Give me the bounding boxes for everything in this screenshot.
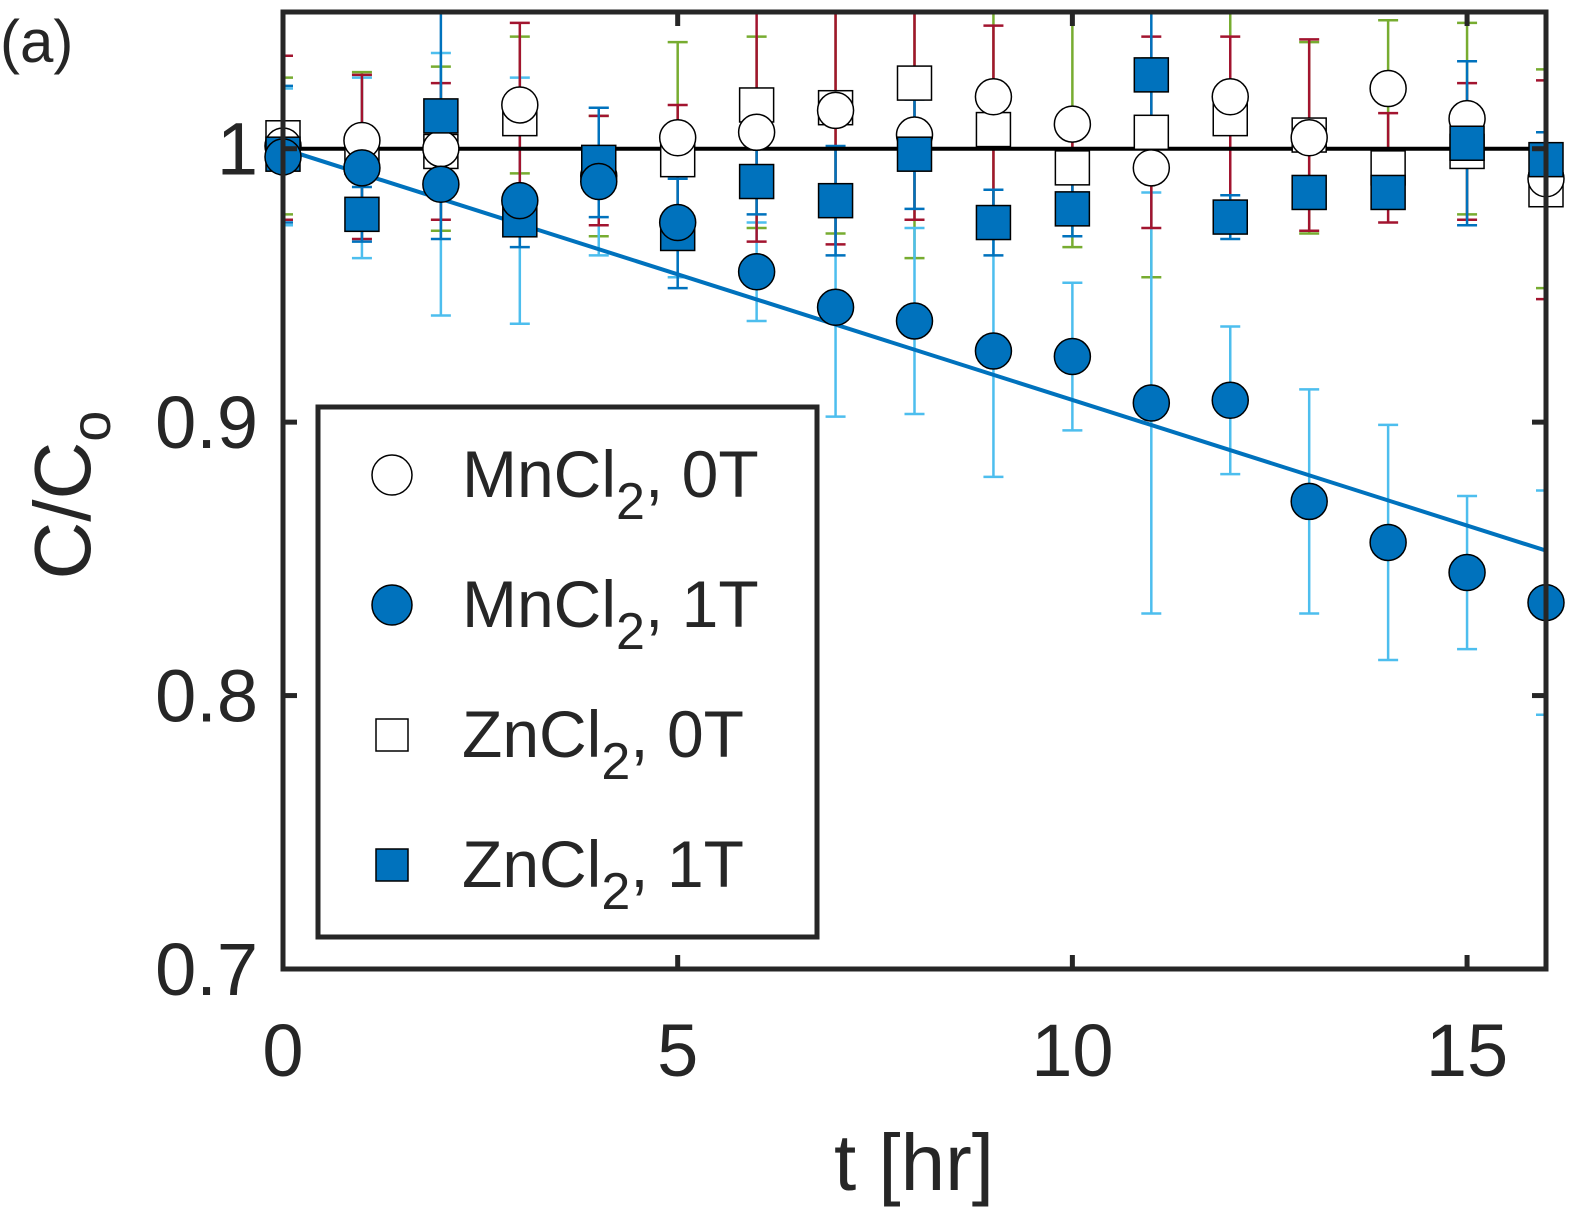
- legend-label: ZnCl2, 0T: [462, 697, 744, 791]
- legend-label: MnCl2, 1T: [462, 567, 759, 661]
- data-point-open-circle: [422, 129, 460, 168]
- legend-marker: [371, 454, 413, 496]
- data-point-filled-circle: [1053, 337, 1092, 376]
- data-point-filled-square: [817, 182, 854, 219]
- data-point-open-circle: [737, 113, 776, 152]
- y-axis-label-subscript: o: [59, 411, 122, 442]
- data-point-filled-circle: [1448, 553, 1486, 592]
- data-point-open-circle: [1290, 119, 1328, 157]
- x-tick-label: 15: [1426, 1009, 1508, 1092]
- data-point-filled-square: [1370, 174, 1406, 211]
- plot-area-frame: [280, 9, 1549, 972]
- data-point-filled-square: [975, 204, 1012, 241]
- data-point-filled-circle: [658, 203, 697, 242]
- x-tick-label: 10: [1031, 1009, 1113, 1092]
- data-point-filled-square: [738, 163, 775, 200]
- legend-label-name: ZnCl: [462, 697, 601, 771]
- y-axis-label-group: C/Co: [18, 411, 122, 580]
- legend-label-subscript: 2: [616, 603, 645, 661]
- y-axis-label: C/Co: [18, 411, 122, 580]
- legend-label-suffix: , 1T: [630, 827, 744, 901]
- legend-marker: [375, 718, 409, 752]
- x-tick-label: 0: [262, 1009, 303, 1092]
- data-point-filled-square: [896, 136, 933, 172]
- data-point-open-square: [1054, 150, 1091, 186]
- data-point-filled-square: [1449, 125, 1485, 161]
- data-point-open-square: [975, 111, 1012, 148]
- data-point-filled-square: [344, 196, 380, 233]
- data-point-open-circle: [974, 78, 1013, 116]
- y-tick-label: 0.9: [155, 381, 258, 464]
- data-point-open-circle: [1053, 105, 1092, 143]
- data-point-filled-circle: [816, 288, 855, 327]
- data-point-open-circle: [1211, 78, 1249, 116]
- legend-label-name: ZnCl: [462, 827, 601, 901]
- legend-marker: [371, 584, 413, 626]
- data-point-filled-square: [1054, 191, 1091, 227]
- data-point-filled-circle: [1369, 523, 1407, 562]
- data-point-filled-circle: [422, 165, 460, 204]
- data-point-filled-circle: [343, 149, 381, 187]
- y-tick-label: 0.8: [155, 655, 258, 738]
- data-point-filled-circle: [501, 181, 539, 220]
- fit-line: [283, 146, 1546, 553]
- data-point-filled-circle: [974, 332, 1013, 370]
- data-point-open-circle: [1132, 149, 1171, 187]
- x-axis-label: t [hr]: [834, 1118, 994, 1207]
- axis-ticks: [280, 12, 1546, 972]
- data-point-filled-circle: [1132, 384, 1171, 422]
- legend-label-name: MnCl: [462, 437, 616, 511]
- legend-label-subscript: 2: [601, 733, 630, 791]
- legend-label-subscript: 2: [616, 473, 645, 531]
- y-tick-label: 0.7: [155, 928, 258, 1011]
- legend-label: MnCl2, 0T: [462, 437, 759, 531]
- data-point-open-square: [896, 65, 933, 101]
- data-point-open-circle: [1369, 69, 1407, 108]
- y-tick-label: 1: [217, 108, 258, 191]
- legend-label-name: MnCl: [462, 567, 616, 641]
- data-point-filled-square: [1212, 199, 1248, 235]
- data-point-filled-circle: [1211, 381, 1249, 420]
- panel-label: (a): [0, 8, 73, 75]
- legend-label-suffix: , 1T: [645, 567, 759, 641]
- data-point-filled-circle: [580, 162, 618, 201]
- data-point-filled-square: [423, 98, 459, 134]
- tick-labels: 0 5 10 15 0.7 0.8 0.9 1: [155, 108, 1508, 1092]
- legend-label-subscript: 2: [601, 863, 630, 921]
- data-point-filled-square: [1133, 57, 1170, 93]
- data-point-filled-circle: [1290, 482, 1328, 521]
- data-point-open-square: [1133, 114, 1170, 151]
- data-point-open-circle: [501, 86, 539, 124]
- data-point-filled-circle: [895, 302, 934, 340]
- data-point-filled-circle: [737, 253, 776, 291]
- legend-marker: [375, 848, 409, 882]
- data-point-open-circle: [658, 119, 697, 157]
- data-point-filled-square: [1291, 174, 1327, 211]
- legend-label-suffix: , 0T: [645, 437, 759, 511]
- legend-label-suffix: , 0T: [630, 697, 744, 771]
- x-tick-label: 5: [657, 1009, 698, 1092]
- legend-label: ZnCl2, 1T: [462, 827, 744, 921]
- y-axis-label-main: C/C: [18, 442, 107, 580]
- data-point-open-circle: [816, 91, 855, 130]
